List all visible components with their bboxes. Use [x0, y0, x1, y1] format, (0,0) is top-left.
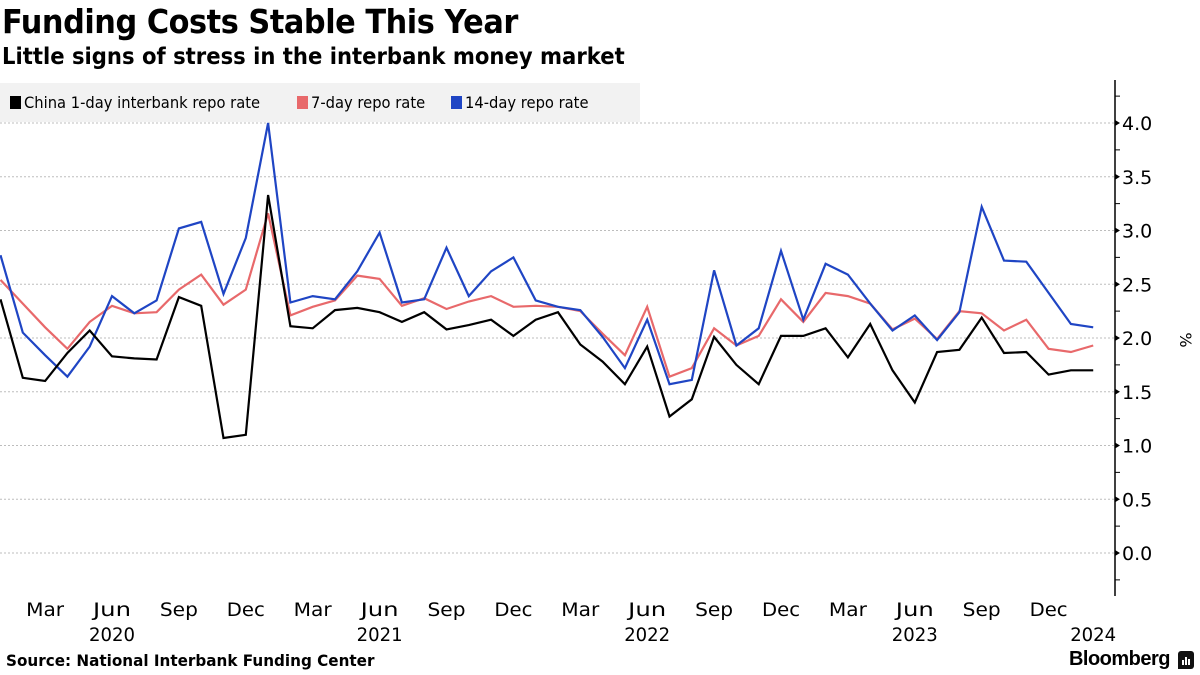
y-tick-label: 2.5: [1122, 274, 1152, 296]
x-year-label: 2021: [357, 624, 403, 646]
legend-label-1day: China 1-day interbank repo rate: [24, 93, 261, 112]
y-tick-major: [1115, 335, 1120, 341]
y-tick-major: [1115, 496, 1120, 503]
x-year-label: 2022: [624, 624, 670, 646]
x-tick-label: Mar: [26, 599, 64, 621]
legend-swatch-1day: [10, 96, 21, 109]
series-points-7day: [0, 213, 1094, 377]
x-year-label: 2024: [1070, 624, 1116, 646]
x-tick-label: Jun: [627, 599, 666, 621]
y-tick-label: 3.5: [1122, 167, 1152, 189]
y-axis-unit-label: %: [1176, 332, 1195, 347]
series-line-14day: [0, 122, 1094, 386]
x-tick-label: Dec: [762, 599, 800, 621]
x-tick-label: Mar: [561, 599, 599, 621]
series-line-1day: [0, 194, 1094, 440]
series-points-14day: [0, 122, 1094, 385]
x-axis: Mar Jun 2020 Sep Dec Mar Jun 2021 Sep Dec Mar Jun 20…: [26, 599, 1116, 646]
y-tick-major: [1115, 120, 1120, 126]
x-tick-label: Dec: [1030, 599, 1068, 621]
y-axis: 0.0 0.5 1.0 1.5 2.0 2.5 3.0 3.5 4.0%: [1114, 80, 1195, 596]
y-tick-major: [1115, 173, 1120, 180]
x-tick-label: Jun: [92, 599, 131, 621]
legend-item-14day: 14-day repo rate: [450, 93, 599, 112]
chart-title: Funding Costs Stable This Year: [2, 2, 518, 41]
source-note: Source: National Interbank Funding Cente…: [6, 651, 375, 670]
legend-label-7day: 7-day repo rate: [310, 93, 425, 112]
series-points-1day: [0, 194, 1094, 439]
x-year-label: 2023: [892, 624, 938, 646]
y-tick-label: 1.5: [1122, 382, 1152, 404]
legend: China 1-day interbank repo rate 7-day re…: [0, 83, 640, 122]
bloomberg-wordmark: Bloomberg: [1068, 648, 1171, 670]
x-tick-label: Dec: [494, 599, 532, 621]
x-tick-label: Mar: [829, 599, 867, 621]
y-tick-label: 1.0: [1122, 436, 1152, 458]
y-tick-label: 0.0: [1122, 543, 1152, 565]
y-tick-label: 2.0: [1122, 328, 1152, 350]
legend-item-1day: China 1-day interbank repo rate: [10, 93, 281, 112]
x-tick-label: Jun: [359, 599, 398, 621]
x-tick-label: Dec: [227, 599, 265, 621]
y-tick-major: [1115, 388, 1120, 395]
series-line-7day: [0, 212, 1094, 379]
x-tick-label: Mar: [294, 599, 332, 621]
y-tick-label: 0.5: [1122, 489, 1152, 511]
x-tick-label: Sep: [963, 599, 1001, 621]
x-tick-label: Jun: [895, 599, 934, 621]
x-year-label: 2020: [89, 624, 135, 646]
bloomberg-logo-icon: [1178, 651, 1194, 669]
legend-swatch-7day: [296, 96, 308, 109]
legend-label-14day: 14-day repo rate: [464, 93, 589, 112]
y-tick-label: 4.0: [1122, 113, 1152, 135]
legend-swatch-14day: [450, 96, 462, 109]
y-tick-major: [1115, 550, 1120, 556]
y-tick-major: [1115, 442, 1120, 449]
y-tick-major: [1115, 281, 1120, 288]
x-tick-label: Sep: [428, 599, 466, 621]
y-tick-label: 3.0: [1122, 221, 1152, 243]
x-tick-label: Sep: [160, 599, 198, 621]
series-lines: [0, 122, 1094, 440]
gridlines: [0, 122, 1115, 554]
legend-item-7day: 7-day repo rate: [296, 93, 435, 112]
chart-subtitle: Little signs of stress in the interbank …: [2, 44, 625, 70]
y-tick-major: [1115, 227, 1120, 234]
x-tick-label: Sep: [695, 599, 733, 621]
